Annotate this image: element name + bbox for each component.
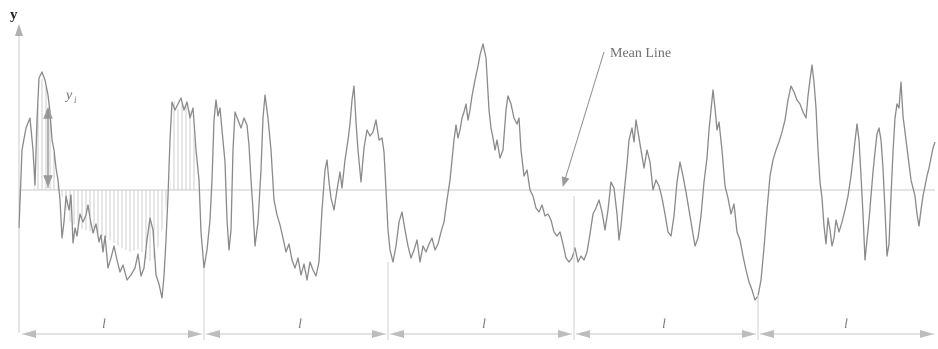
segment-arrow-2-left-icon	[206, 330, 220, 338]
segment-arrow-2-right-icon	[372, 330, 386, 338]
segment-arrow-1-left-icon	[22, 330, 36, 338]
segment-label-5: l	[844, 317, 848, 332]
hatched-area-second-peak	[170, 100, 197, 190]
segment-label-1: l	[102, 317, 106, 332]
roughness-profile-line	[18, 43, 936, 301]
mean-line-pointer-arrow	[561, 51, 605, 187]
segment-label-4: l	[662, 317, 666, 332]
segment-arrow-3-right-icon	[558, 330, 572, 338]
y-axis-arrow-icon	[15, 24, 23, 36]
segment-arrow-4-right-icon	[742, 330, 756, 338]
segment-arrow-5-right-icon	[920, 330, 934, 338]
segment-arrow-5-left-icon	[760, 330, 774, 338]
segment-label-3: l	[482, 317, 486, 332]
segment-arrow-1-right-icon	[188, 330, 202, 338]
ordinate-label: y	[64, 88, 73, 103]
hatched-area-peak	[34, 77, 58, 190]
y-axis-label: y	[10, 7, 18, 23]
ordinate-subscript: i	[74, 95, 77, 105]
mean-line-label: Mean Line	[610, 46, 671, 61]
segment-arrow-4-left-icon	[576, 330, 590, 338]
segment-arrow-3-left-icon	[390, 330, 404, 338]
segment-label-2: l	[298, 317, 302, 332]
